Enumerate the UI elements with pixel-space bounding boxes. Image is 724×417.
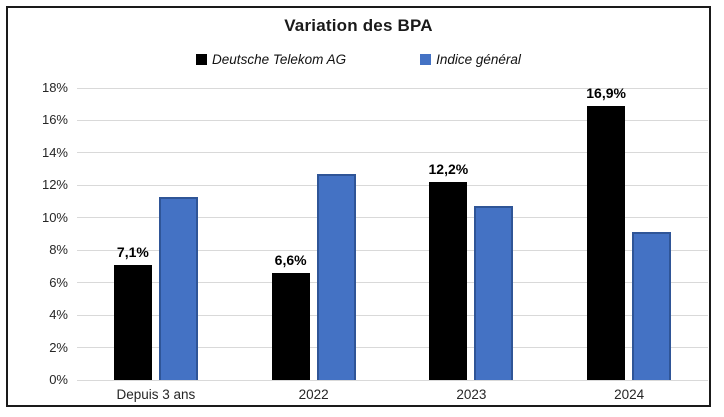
- bar-value-label: 7,1%: [116, 243, 149, 260]
- bar-value-label: 16,9%: [586, 84, 626, 101]
- legend-label: Indice général: [436, 52, 521, 67]
- y-tick-label: 4%: [49, 307, 68, 323]
- legend-label: Deutsche Telekom AG: [212, 52, 347, 67]
- bar-indice-general: [316, 173, 356, 380]
- y-tick-label: 12%: [41, 177, 68, 193]
- gridline: [77, 282, 708, 284]
- gridline: [77, 87, 708, 89]
- y-tick-label: 18%: [41, 80, 68, 95]
- y-tick-label: 16%: [41, 112, 68, 128]
- y-tick-label: 10%: [41, 209, 68, 225]
- bar-indice-general: [158, 196, 198, 380]
- bar-deutsche-telekom: [271, 272, 310, 380]
- bar-value-label: 6,6%: [274, 251, 307, 268]
- y-tick-label: 2%: [49, 339, 68, 355]
- legend-item-indice-general: Indice général: [420, 52, 521, 67]
- chart-title: Variation des BPA: [284, 16, 433, 35]
- x-tick-label: Depuis 3 ans: [116, 387, 196, 402]
- chart-frame: Variation des BPA Deutsche Telekom AG Ind…: [6, 6, 711, 407]
- chart-legend: Deutsche Telekom AG Indice général: [8, 52, 709, 67]
- y-tick-label: 14%: [41, 144, 68, 160]
- bar-deutsche-telekom: [429, 182, 468, 380]
- gridline: [77, 217, 708, 219]
- bar-deutsche-telekom: [113, 264, 152, 380]
- legend-item-deutsche-telekom: Deutsche Telekom AG: [196, 52, 346, 67]
- x-tick-label: 2024: [614, 387, 645, 402]
- gridline: [77, 379, 708, 381]
- gridline: [77, 314, 708, 316]
- plot-area: 0% 2% 4% 6% 8% 10% 12% 14% 16% 18% 7,1% Depuis 3 an…: [42, 80, 708, 402]
- gridline: [77, 249, 708, 251]
- bar-deutsche-telekom: [587, 105, 626, 380]
- gridline: [77, 119, 708, 121]
- gridline: [77, 184, 708, 186]
- x-tick-label: 2022: [298, 387, 329, 402]
- gridline: [77, 152, 708, 154]
- y-tick-label: 6%: [49, 274, 68, 290]
- x-tick-label: 2023: [456, 387, 487, 402]
- legend-marker-icon: [420, 54, 432, 65]
- y-tick-label: 0%: [49, 372, 68, 387]
- legend-marker-icon: [196, 54, 208, 65]
- gridline: [77, 347, 708, 349]
- bar-indice-general: [632, 232, 672, 380]
- bar-indice-general: [474, 206, 514, 380]
- y-tick-label: 8%: [49, 242, 68, 258]
- bar-value-label: 12,2%: [428, 161, 469, 178]
